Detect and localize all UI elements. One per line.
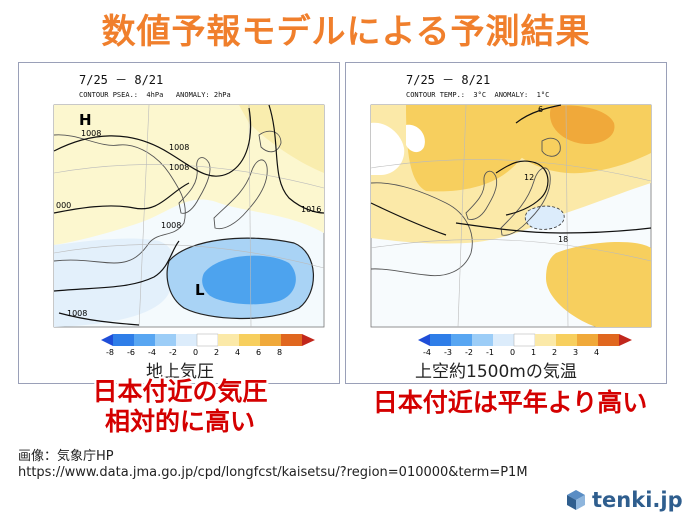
colorbar-tick: 8 [277,348,283,357]
colorbar-tick: 0 [510,348,516,357]
cool-anomaly-area [524,205,565,230]
colorbar-tick: 4 [235,348,241,357]
colorbar-tick: 6 [256,348,262,357]
no-data-area [371,122,405,175]
isobar-label: 1008 [67,309,88,318]
colorbar-tick: 2 [214,348,220,357]
temperature-map [346,63,666,383]
colorbar-tick: -4 [148,348,156,357]
isobar-label: 1008 [161,221,182,230]
right-subtitle: CONTOUR TEMP.: 3°C ANOMALY: 1°C [406,91,550,99]
isotherm-label: 12 [524,173,535,182]
isobar [53,107,252,177]
colorbar-tick: 0 [193,348,199,357]
tenki-cube-icon [567,490,585,510]
positive-anomaly-area [54,105,324,245]
isotherm [515,104,562,124]
coastline-mainland [53,134,186,264]
tenki-logo[interactable]: tenki.jp [564,487,683,513]
colorbar-tick: -1 [486,348,494,357]
colorbar-tick: -2 [169,348,177,357]
isobar [53,240,180,292]
left-note: 日本付近の気圧 相対的に高い [60,377,300,436]
isobar-label: 1016 [301,205,322,214]
page-title: 数値予報モデルによる予測結果 [101,12,591,52]
colorbar-tick: 1 [531,348,537,357]
isobar-label: 1008 [169,143,190,152]
isotherm [455,222,652,234]
colorbar-tick: -4 [423,348,431,357]
coastline-korea [465,170,498,220]
pressure-map-panel: 7/25 － 8/21 CONTOUR PSEA.: 4hPa ANOMALY:… [18,62,340,384]
isobar [53,182,190,214]
positive-anomaly-area-ne [239,105,324,173]
colorbar-tick: 4 [594,348,600,357]
colorbar-tick: -6 [127,348,135,357]
left-caption: 地上気圧 [146,362,214,382]
isotherm-label: 6 [538,105,544,114]
colorbar-tick: -8 [106,348,114,357]
colorbar-tick: -2 [465,348,473,357]
temperature-map-panel: 7/25 － 8/21 CONTOUR TEMP.: 3°C ANOMALY: … [345,62,667,384]
isotherm [495,160,549,216]
source-url[interactable]: https://www.data.jma.go.jp/cpd/longfcst/… [18,465,528,480]
right-note: 日本付近は平年より高い [372,388,648,417]
low-pressure-label: L [195,281,205,299]
warm-anomaly-area-south [546,241,651,327]
pressure-map [19,63,339,383]
coastline-hokkaido [541,137,561,157]
coastline-japan [213,159,268,230]
isobar-label: 1008 [81,129,102,138]
colorbar-tick: 2 [552,348,558,357]
isotherm-label: 18 [558,235,569,244]
left-subtitle: CONTOUR PSEA.: 4hPa ANOMALY: 2hPa [79,91,231,99]
isobar-label: 000 [56,201,72,210]
isobar [268,104,325,214]
temperature-colorbar [418,333,632,347]
left-note-line: 日本付近の気圧 [92,377,268,406]
colorbar-tick: -3 [444,348,452,357]
pressure-colorbar [101,333,315,347]
right-date: 7/25 － 8/21 [406,73,491,87]
left-note-line: 相対的に高い [104,406,255,436]
coastline-japan [500,167,551,236]
isotherm [370,202,447,236]
image-source: 画像：気象庁HP [18,449,114,464]
left-date: 7/25 － 8/21 [79,73,164,87]
right-caption: 上空約1500mの気温 [415,362,577,382]
isobar [58,312,140,326]
logo-text: tenki.jp [592,488,683,512]
coastline-mainland [370,182,473,277]
coastline-korea [178,157,211,214]
coastline-hokkaido [258,130,282,153]
negative-anomaly-core [202,255,296,305]
colorbar-tick: 3 [573,348,579,357]
isobar-label: 1008 [169,163,190,172]
no-data-area [406,124,425,153]
high-pressure-label: H [79,111,92,129]
